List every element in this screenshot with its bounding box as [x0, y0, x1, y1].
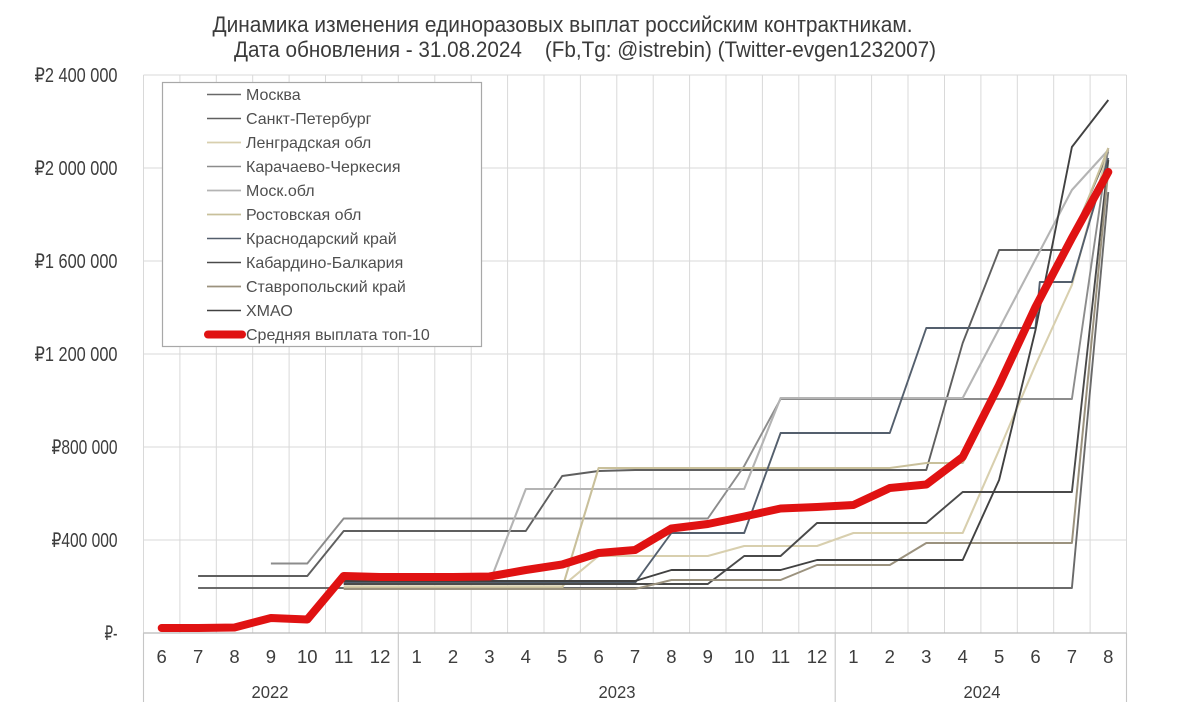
- svg-text:3: 3: [921, 646, 931, 667]
- svg-text:Карачаево-Черкесия: Карачаево-Черкесия: [246, 159, 400, 176]
- svg-text:8: 8: [1103, 646, 1113, 667]
- svg-text:9: 9: [266, 646, 276, 667]
- svg-text:Дата обновления - 31.08.2024: Дата обновления - 31.08.2024 (Fb,Tg: @is…: [234, 37, 936, 62]
- svg-text:11: 11: [771, 646, 790, 667]
- svg-text:8: 8: [666, 646, 676, 667]
- svg-text:2: 2: [885, 646, 895, 667]
- svg-text:₽800 000: ₽800 000: [52, 437, 118, 459]
- svg-text:5: 5: [557, 646, 567, 667]
- svg-text:7: 7: [1067, 646, 1077, 667]
- svg-text:ХМАО: ХМАО: [246, 303, 293, 320]
- svg-text:6: 6: [593, 646, 603, 667]
- svg-text:3: 3: [484, 646, 494, 667]
- svg-text:5: 5: [994, 646, 1004, 667]
- svg-text:6: 6: [1030, 646, 1040, 667]
- svg-text:2023: 2023: [599, 682, 636, 702]
- svg-text:9: 9: [703, 646, 713, 667]
- svg-text:1: 1: [848, 646, 858, 667]
- svg-text:₽-: ₽-: [105, 623, 118, 645]
- svg-text:1: 1: [411, 646, 421, 667]
- svg-text:4: 4: [958, 646, 968, 667]
- svg-text:Санкт-Петербург: Санкт-Петербург: [246, 111, 372, 128]
- svg-text:Ростовская обл: Ростовская обл: [246, 207, 361, 224]
- svg-text:Ставропольский край: Ставропольский край: [246, 279, 406, 296]
- svg-text:₽2 400 000: ₽2 400 000: [35, 65, 118, 87]
- svg-text:Средняя выплата топ-10: Средняя выплата топ-10: [246, 327, 430, 344]
- svg-text:7: 7: [193, 646, 203, 667]
- svg-text:4: 4: [521, 646, 531, 667]
- svg-text:2: 2: [448, 646, 458, 667]
- svg-text:11: 11: [334, 646, 353, 667]
- svg-text:12: 12: [807, 646, 828, 667]
- svg-text:10: 10: [734, 646, 755, 667]
- svg-text:6: 6: [157, 646, 167, 667]
- svg-text:Динамика изменения единоразовы: Динамика изменения единоразовых выплат р…: [213, 12, 913, 37]
- svg-text:10: 10: [297, 646, 318, 667]
- svg-text:Ленградская обл: Ленградская обл: [246, 135, 371, 152]
- svg-text:Москва: Москва: [246, 87, 301, 104]
- svg-text:7: 7: [630, 646, 640, 667]
- svg-text:Кабардино-Балкария: Кабардино-Балкария: [246, 255, 403, 272]
- svg-text:Моск.обл: Моск.обл: [246, 183, 315, 200]
- svg-text:₽400 000: ₽400 000: [52, 530, 118, 552]
- svg-text:2022: 2022: [252, 682, 289, 702]
- svg-text:₽1 600 000: ₽1 600 000: [35, 251, 118, 273]
- svg-text:2024: 2024: [964, 682, 1001, 702]
- svg-text:12: 12: [370, 646, 391, 667]
- svg-text:₽2 000 000: ₽2 000 000: [35, 158, 118, 180]
- svg-text:₽1 200 000: ₽1 200 000: [35, 344, 118, 366]
- svg-text:8: 8: [229, 646, 239, 667]
- svg-text:Краснодарский край: Краснодарский край: [246, 231, 397, 248]
